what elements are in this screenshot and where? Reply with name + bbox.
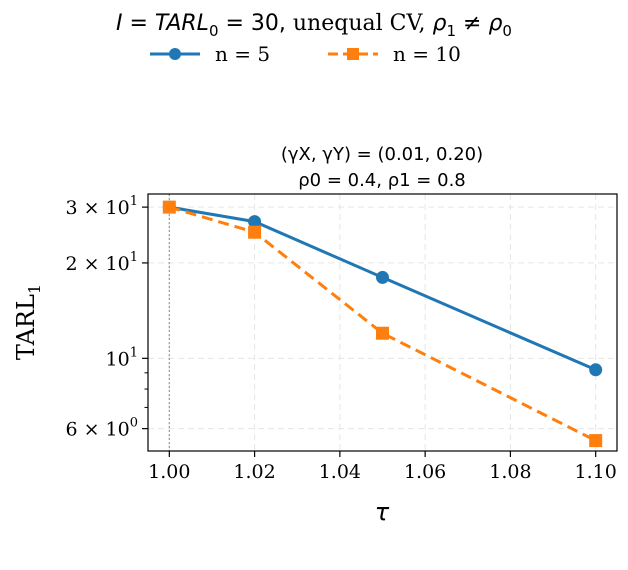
y-tick-label: 6 × 100 (65, 416, 138, 441)
legend-label-n10: n = 10 (393, 42, 461, 66)
panel-title-line2: ρ0 = 0.4, ρ1 = 0.8 (298, 170, 466, 191)
data-series (162, 200, 603, 448)
series-line-n5 (169, 205, 597, 372)
x-tick-label: 1.04 (319, 461, 361, 483)
x-tick-label: 1.10 (575, 461, 617, 483)
data-point-n5 (589, 363, 603, 377)
y-axis-label: TARL1 (12, 284, 44, 360)
data-point-n5 (248, 215, 262, 229)
data-point-n10 (162, 200, 176, 214)
y-tick-label: 2 × 101 (65, 250, 138, 275)
data-point-n5 (376, 270, 389, 284)
grid-lines (148, 194, 617, 451)
legend-label-n5: n = 5 (215, 42, 270, 66)
x-axis-ticks: 1.00 1.02 1.04 1.06 1.08 1.10 (148, 451, 617, 483)
x-axis-label: τ (375, 498, 390, 526)
series-line-n10 (168, 205, 597, 442)
legend-item-n10: n = 10 (328, 42, 461, 66)
x-tick-label: 1.02 (233, 461, 275, 483)
plot-frame (147, 193, 618, 452)
x-tick-label: 1.08 (489, 461, 531, 483)
panel-title-line1: (γX, γY) = (0.01, 0.20) (281, 144, 483, 165)
y-axis-ticks: 3 × 101 2 × 101 101 6 × 100 (65, 194, 148, 441)
figure-suptitle: I = TARL0 = 30, unequal CV, ρ1 ≠ ρ0 (116, 11, 512, 40)
y-tick-label: 101 (106, 345, 138, 370)
legend-marker-n5 (169, 48, 181, 60)
x-tick-label: 1.00 (148, 461, 190, 483)
data-point-n10 (589, 434, 603, 448)
x-tick-label: 1.06 (404, 461, 446, 483)
data-point-n10 (248, 225, 262, 239)
legend-item-n5: n = 5 (150, 42, 270, 66)
chart-legend: n = 5 n = 10 (150, 42, 461, 66)
legend-marker-n10 (347, 48, 359, 60)
data-point-n10 (376, 326, 389, 340)
y-tick-label: 3 × 101 (65, 194, 138, 219)
